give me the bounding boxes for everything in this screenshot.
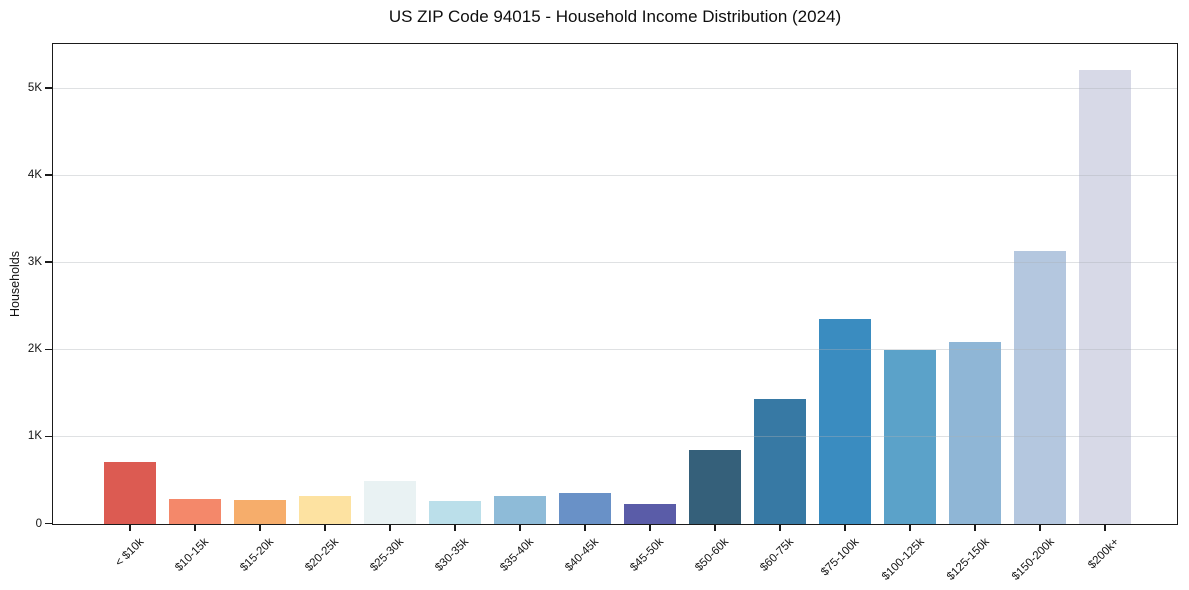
y-tickmark-1K: [45, 435, 52, 438]
x-ticklabel-$15-20k: $15-20k: [238, 535, 277, 574]
x-ticklabel-$100-125k: $100-125k: [879, 535, 927, 583]
bar-$35-40k: [493, 495, 546, 524]
y-tickmark-4K: [45, 174, 52, 176]
x-tickmark-$45-50k: [649, 525, 651, 531]
y-tickmark-5K: [45, 87, 52, 89]
x-ticklabel-$30-35k: $30-35k: [433, 535, 472, 574]
x-ticklabel-$75-100k: $75-100k: [819, 535, 862, 578]
bar-$15-20k: [233, 500, 286, 524]
x-tickmark-$40-45k: [584, 525, 586, 531]
gridline-4K: [53, 174, 1177, 176]
plot-area: [52, 43, 1178, 525]
y-tickmark-2K: [45, 348, 52, 351]
x-ticklabel-$45-50k: $45-50k: [628, 535, 667, 574]
x-ticklabel-$40-45k: $40-45k: [563, 535, 602, 574]
bar-$40-45k: [558, 492, 611, 524]
bar-$60-75k: [753, 398, 806, 524]
x-ticklabel-< $10k: < $10k: [113, 535, 147, 569]
x-tickmark-$15-20k: [259, 525, 261, 531]
bar-$45-50k: [623, 503, 676, 524]
y-tickmark-3K: [45, 261, 52, 263]
x-ticklabel-$125-150k: $125-150k: [944, 535, 992, 583]
y-ticklabel-5K: 5K: [27, 82, 42, 95]
bar-$200k+: [1078, 70, 1131, 524]
x-ticklabel-$60-75k: $60-75k: [758, 535, 797, 574]
y-tickmark-0: [45, 522, 52, 525]
x-tickmark-$25-30k: [389, 525, 391, 531]
x-tickmark-$75-100k: [844, 525, 846, 531]
bar-$75-100k: [818, 319, 871, 524]
x-tickmark-$60-75k: [779, 525, 781, 531]
bar-$150-200k: [1013, 250, 1066, 524]
y-ticklabel-1K: 1K: [27, 430, 42, 443]
bar-$30-35k: [428, 501, 481, 524]
x-tickmark-$10-15k: [194, 525, 196, 531]
bar-$10-15k: [168, 499, 221, 524]
x-ticklabel-$10-15k: $10-15k: [173, 535, 212, 574]
gridline-5K: [53, 87, 1177, 89]
x-ticklabel-$150-200k: $150-200k: [1009, 535, 1057, 583]
y-ticklabel-2K: 2K: [27, 343, 42, 356]
x-tickmark-$200k+: [1104, 525, 1106, 531]
chart-title: US ZIP Code 94015 - Household Income Dis…: [388, 7, 842, 26]
gridline-3K: [53, 261, 1177, 263]
x-tickmark-$20-25k: [324, 525, 326, 531]
bar-$25-30k: [363, 481, 416, 524]
gridline-2K: [53, 348, 1177, 350]
bar-$50-60k: [688, 449, 741, 524]
x-tickmark-$125-150k: [974, 525, 976, 531]
y-ticklabel-4K: 4K: [27, 169, 42, 182]
gridline-1K: [53, 435, 1177, 437]
x-ticklabel-$20-25k: $20-25k: [303, 535, 342, 574]
x-ticklabel-$35-40k: $35-40k: [498, 535, 537, 574]
x-tickmark-$150-200k: [1039, 525, 1041, 531]
x-tickmark-$50-60k: [714, 525, 716, 531]
bar-$125-150k: [948, 341, 1001, 524]
y-ticklabel-0: 0: [35, 517, 42, 530]
bar-$100-125k: [883, 349, 936, 524]
y-ticklabel-3K: 3K: [27, 256, 42, 269]
x-ticklabel-$200k+: $200k+: [1086, 535, 1122, 571]
x-tickmark-$30-35k: [454, 525, 456, 531]
x-tickmark-$35-40k: [519, 525, 521, 531]
x-ticklabel-$25-30k: $25-30k: [368, 535, 407, 574]
x-ticklabel-$50-60k: $50-60k: [693, 535, 732, 574]
x-tickmark-$100-125k: [909, 525, 911, 531]
x-tickmark-< $10k: [129, 525, 131, 531]
bar-$20-25k: [298, 496, 351, 524]
bar-< $10k: [103, 462, 156, 524]
